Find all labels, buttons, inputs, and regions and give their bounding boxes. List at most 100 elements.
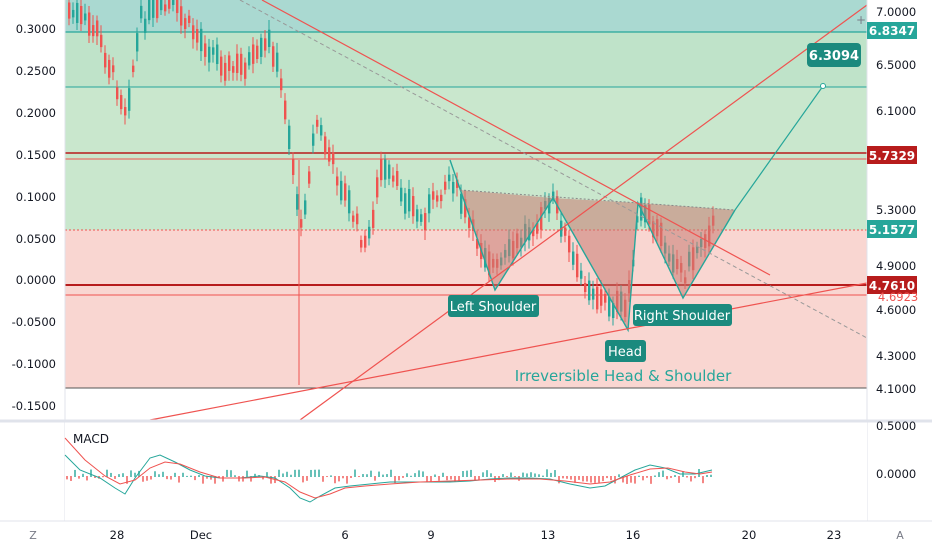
macd-pane[interactable]: MACD 0.5000 0.0000	[0, 419, 932, 521]
svg-text:Left Shoulder: Left Shoulder	[450, 300, 537, 315]
right-price-axis[interactable]: 7.0000 6.5000 6.1000 5.3000 4.9000 4.600…	[866, 0, 932, 550]
macd-histogram-bar	[602, 476, 604, 482]
candle-body	[380, 158, 383, 181]
macd-histogram-bar	[322, 476, 324, 482]
macd-histogram-bar	[514, 476, 516, 478]
candle-body	[412, 196, 415, 217]
annotation-head[interactable]: Head	[605, 340, 646, 362]
macd-histogram-bar	[398, 476, 400, 481]
candle-body	[284, 100, 287, 120]
macd-histogram-bar	[666, 476, 668, 480]
candle-body	[296, 194, 299, 210]
macd-histogram-bar	[298, 469, 300, 477]
macd-histogram-bar	[546, 469, 548, 477]
macd-histogram-bar	[354, 469, 356, 477]
candle-body	[336, 176, 339, 186]
macd-histogram-bar	[550, 472, 552, 477]
candle-body	[444, 181, 447, 190]
candle-body	[168, 0, 171, 9]
macd-histogram-bar	[266, 472, 268, 477]
macd-histogram-bar	[270, 476, 272, 484]
candle-body	[448, 174, 451, 182]
time-axis[interactable]: 28 Dec 6 9 13 16 20 23 Z A	[0, 520, 932, 550]
annotation-target[interactable]: 6.3094	[807, 43, 861, 67]
macd-histogram-bar	[362, 474, 364, 477]
candle-body	[576, 253, 579, 278]
macd-histogram-bar	[222, 476, 224, 482]
candle-body	[600, 289, 603, 306]
candle-body	[300, 219, 303, 228]
macd-histogram-bar	[574, 476, 576, 483]
candle-body	[260, 37, 263, 57]
svg-text:4.6923: 4.6923	[878, 290, 918, 304]
macd-histogram-bar	[234, 475, 236, 477]
macd-histogram-bar	[238, 476, 240, 482]
macd-histogram-bar	[510, 472, 512, 477]
candle-body	[376, 177, 379, 198]
macd-histogram-bar	[358, 476, 360, 478]
candle-body	[464, 199, 467, 218]
candle-body	[92, 25, 95, 37]
candle-body	[108, 59, 111, 78]
candle-body	[292, 158, 295, 176]
macd-histogram-bar	[414, 473, 416, 477]
macd-histogram-bar	[102, 476, 104, 478]
macd-histogram-bar	[94, 476, 96, 478]
candle-body	[408, 189, 411, 212]
left-axis-tick: 0.0000	[16, 273, 56, 287]
trend-lines[interactable]	[149, 0, 868, 421]
macd-histogram-bar	[410, 475, 412, 477]
candle-body	[132, 65, 135, 73]
macd-histogram-bar	[126, 476, 128, 484]
candle-body	[104, 52, 107, 68]
macd-histogram-bar	[254, 473, 256, 477]
candle-body	[416, 209, 419, 222]
svg-text:Right Shoulder: Right Shoulder	[634, 309, 731, 324]
left-axis-tick: 0.3000	[16, 22, 56, 36]
macd-histogram-bar	[306, 476, 308, 481]
candle-body	[388, 164, 391, 179]
svg-text:5.1577: 5.1577	[869, 223, 915, 237]
macd-histogram-bar	[194, 476, 196, 481]
macd-histogram-bar	[114, 476, 116, 479]
annotation-right-shoulder[interactable]: Right Shoulder	[633, 304, 732, 326]
left-axis-tick: 0.2500	[16, 64, 56, 78]
macd-histogram-bar	[86, 476, 88, 481]
candle-body	[612, 302, 615, 319]
annotation-left-shoulder[interactable]: Left Shoulder	[448, 295, 539, 317]
macd-histogram-bar	[166, 476, 168, 480]
right-axis-tick: 4.6000	[876, 303, 916, 317]
candle-body	[384, 159, 387, 180]
left-axis-tick: -0.1000	[12, 357, 56, 371]
candle-body	[148, 0, 151, 21]
macd-histogram-bar	[658, 472, 660, 477]
macd-histogram-bar	[142, 476, 144, 482]
auto-scale-button[interactable]: A	[896, 529, 904, 542]
candle-body	[436, 195, 439, 202]
macd-histogram-bar	[654, 475, 656, 477]
zoom-toggle-button[interactable]: Z	[29, 529, 37, 542]
macd-histogram-bar	[538, 474, 540, 477]
right-axis-tick: 5.3000	[876, 203, 916, 217]
candle-body	[596, 286, 599, 310]
left-axis-tick: 0.1500	[16, 148, 56, 162]
macd-histogram-bar	[390, 469, 392, 477]
candle-body	[200, 28, 203, 52]
macd-histogram-bar	[422, 471, 424, 477]
time-axis-tick: Dec	[190, 528, 212, 542]
macd-histogram-bar	[226, 469, 228, 477]
add-plus-icon[interactable]: +	[856, 13, 866, 27]
candle-body	[208, 46, 211, 63]
candle-body	[160, 0, 163, 11]
candle-body	[428, 194, 431, 214]
head-shoulders-pattern[interactable]	[449, 83, 826, 333]
macd-histogram-bar	[566, 476, 568, 479]
left-axis[interactable]: 0.3000 0.2500 0.2000 0.1500 0.1000 0.050…	[0, 0, 66, 550]
macd-histogram-bar	[402, 476, 404, 478]
candle-body	[432, 191, 435, 200]
svg-text:4.7610: 4.7610	[869, 279, 915, 293]
macd-histogram-bar	[162, 471, 164, 477]
macd-histogram-bar	[394, 476, 396, 484]
macd-histogram-bar	[350, 476, 352, 479]
